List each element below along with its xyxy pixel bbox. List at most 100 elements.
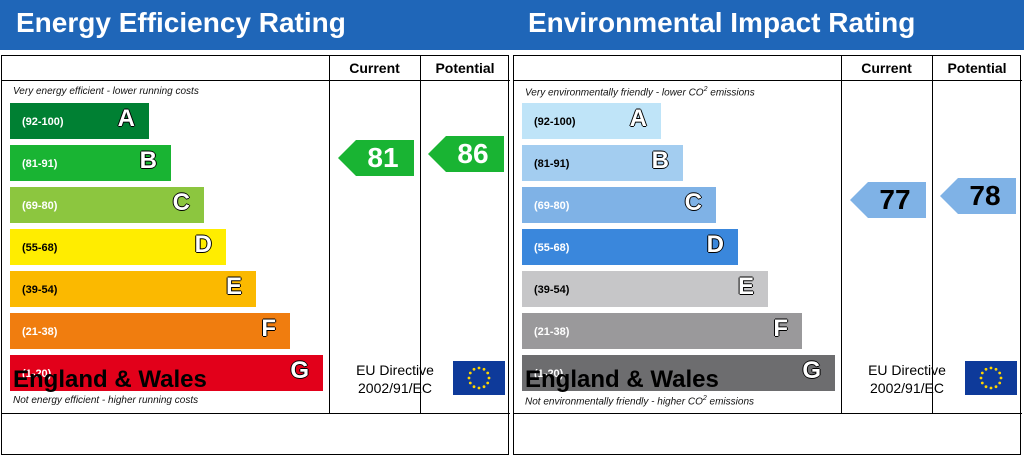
eu-star: [994, 367, 998, 371]
band-letter: A: [117, 105, 135, 132]
bottom-note: Not energy efficient - higher running co…: [13, 395, 198, 406]
rating-band-f: (21-38) F: [10, 313, 290, 349]
eu-star: [998, 371, 1002, 375]
eu-star: [487, 376, 491, 380]
eu-directive-line1: EU Directive: [868, 362, 946, 378]
band-letter: C: [172, 189, 190, 216]
eu-star: [980, 371, 984, 375]
eu-star: [980, 381, 984, 385]
energy-efficiency-panel: Energy Efficiency Rating Current Potential…: [0, 0, 512, 455]
rating-band-d: (55-68) D: [522, 229, 738, 265]
rating-band-f: (21-38) F: [522, 313, 802, 349]
eu-directive-line1: EU Directive: [356, 362, 434, 378]
rating-arrow-current: 77: [850, 182, 926, 218]
band-range: (69-80): [534, 200, 570, 212]
footer-divider: [2, 413, 510, 414]
rating-band-b: (81-91) B: [10, 145, 171, 181]
footer-region: England & Wales: [525, 366, 719, 393]
eu-star: [979, 376, 983, 380]
eu-flag-icon: [965, 361, 1017, 395]
eu-star: [984, 367, 988, 371]
rating-band-a: (92-100) A: [522, 103, 661, 139]
rating-arrow-fill: [850, 182, 926, 218]
eu-star: [989, 386, 993, 390]
eu-directive-line2: 2002/91/EC: [358, 380, 432, 396]
band-letter: G: [802, 357, 821, 384]
eu-star: [468, 371, 472, 375]
eu-star: [486, 381, 490, 385]
eu-star: [486, 371, 490, 375]
eu-star: [984, 385, 988, 389]
band-letter: F: [773, 315, 788, 342]
band-letter: D: [706, 231, 724, 258]
band-range: (92-100): [22, 116, 64, 128]
band-range: (92-100): [534, 116, 576, 128]
eu-star: [468, 381, 472, 385]
header-divider: [2, 80, 510, 81]
rating-table: Current Potential Very environmentally fri…: [513, 55, 1022, 455]
rating-arrow-shape: [338, 140, 414, 176]
rating-arrow-potential: 86: [428, 136, 504, 172]
column-divider: [329, 56, 330, 413]
eu-star: [467, 376, 471, 380]
column-header-potential: Potential: [435, 60, 495, 76]
eu-stars-icon: [467, 366, 491, 390]
band-range: (81-91): [534, 158, 570, 170]
band-range: (55-68): [22, 242, 58, 254]
rating-arrow-fill: [940, 178, 1016, 214]
rating-arrow-shape: [428, 136, 504, 172]
header-divider: [514, 80, 1022, 81]
rating-header: Energy Efficiency Rating: [0, 0, 512, 50]
rating-arrow-potential: 78: [940, 178, 1016, 214]
rating-band-e: (39-54) E: [522, 271, 768, 307]
rating-band-a: (92-100) A: [10, 103, 149, 139]
eu-star: [472, 385, 476, 389]
rating-arrow-current: 81: [338, 140, 414, 176]
eu-star: [482, 385, 486, 389]
band-letter: B: [139, 147, 157, 174]
band-range: (55-68): [534, 242, 570, 254]
chart-title: Environmental Impact Rating: [528, 7, 916, 38]
eu-directive-line2: 2002/91/EC: [870, 380, 944, 396]
top-note-tail: emissions: [707, 87, 755, 99]
eu-directive: EU Directive 2002/91/EC: [852, 361, 962, 397]
chart-title: Energy Efficiency Rating: [16, 7, 346, 38]
eu-directive: EU Directive 2002/91/EC: [340, 361, 450, 397]
rating-value-potential: 78: [969, 180, 1001, 211]
column-divider: [932, 56, 933, 413]
footer-divider: [514, 413, 1022, 414]
band-range: (1-20): [534, 368, 564, 380]
band-range: (39-54): [534, 284, 570, 296]
band-letter: G: [290, 357, 309, 384]
bottom-note-text: Not energy efficient - higher running co…: [13, 395, 199, 406]
bottom-note-tail: emissions: [706, 396, 755, 408]
eu-star: [994, 385, 998, 389]
eu-star: [989, 366, 993, 370]
band-letter: F: [261, 315, 276, 342]
column-divider: [420, 56, 421, 413]
band-range: (69-80): [22, 200, 58, 212]
top-note: Very environmentally friendly - lower CO…: [525, 86, 755, 98]
rating-arrow-fill: [338, 140, 414, 176]
eu-flag-icon: [453, 361, 505, 395]
rating-band-d: (55-68) D: [10, 229, 226, 265]
eu-star: [472, 367, 476, 371]
eu-star: [999, 376, 1003, 380]
top-note-subscript: 2: [703, 86, 708, 93]
column-header-potential: Potential: [947, 60, 1007, 76]
rating-value-current: 81: [367, 142, 399, 173]
rating-band-g: (1-20) G: [522, 355, 835, 391]
band-range: (1-20): [22, 368, 52, 380]
band-letter: E: [737, 273, 754, 300]
column-divider: [841, 56, 842, 413]
bottom-note-text: Not environmentally friendly - higher CO: [525, 396, 703, 408]
eu-star: [482, 367, 486, 371]
footer-region: England & Wales: [13, 366, 207, 393]
rating-band-g: (1-20) G: [10, 355, 323, 391]
top-note-text: Very energy efficient - lower running co…: [13, 86, 199, 97]
band-range: (81-91): [22, 158, 58, 170]
band-letter: A: [629, 105, 647, 132]
band-letter: D: [194, 231, 212, 258]
band-letter: E: [225, 273, 242, 300]
band-range: (21-38): [22, 326, 58, 338]
